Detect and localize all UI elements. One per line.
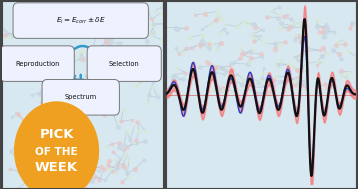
Text: WEEK: WEEK — [35, 161, 78, 174]
FancyBboxPatch shape — [13, 3, 149, 38]
FancyBboxPatch shape — [87, 46, 161, 81]
FancyBboxPatch shape — [0, 46, 74, 81]
Circle shape — [15, 102, 98, 189]
Text: PICK: PICK — [39, 128, 74, 141]
Text: Reproduction: Reproduction — [15, 61, 59, 67]
Text: $E_i = E_{corr} \pm \delta E$: $E_i = E_{corr} \pm \delta E$ — [56, 15, 106, 26]
Text: Spectrum: Spectrum — [65, 94, 97, 100]
Text: OF THE: OF THE — [35, 146, 78, 156]
Text: Selection: Selection — [109, 61, 140, 67]
FancyBboxPatch shape — [42, 80, 120, 115]
